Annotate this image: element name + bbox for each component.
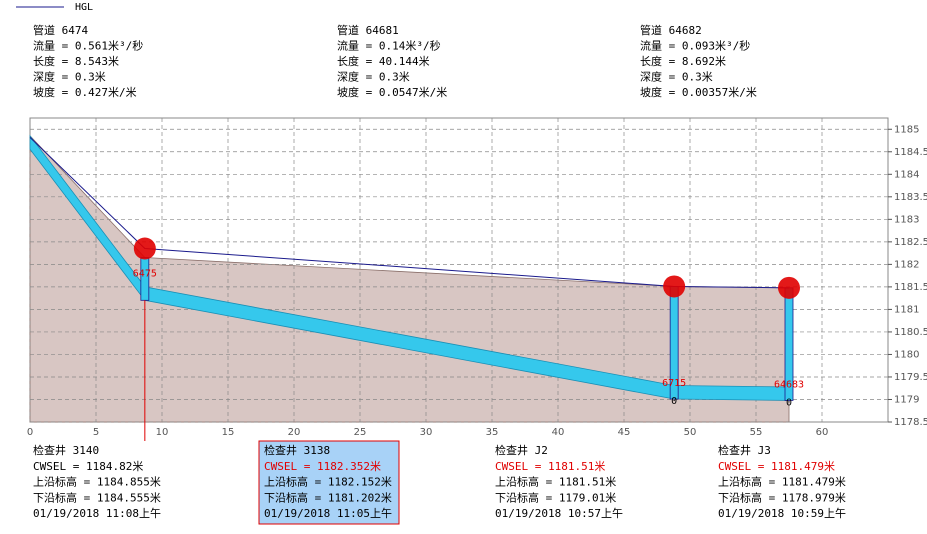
y-tick-label: 1178.5 [894,417,927,428]
node-sub-label: 0 [671,396,677,407]
node-info: 01/19/2018 11:05上午 [264,507,392,520]
node-info: CWSEL = 1184.82米 [33,460,143,473]
pipe-info: 坡度 = 0.427米/米 [33,85,137,99]
x-tick-label: 20 [288,427,301,438]
node-info: 检查井 J3 [718,443,771,457]
x-tick-label: 45 [618,427,631,438]
pipe-info: 管道 64681 [337,23,399,37]
y-tick-label: 1185 [894,124,919,135]
node-info: 下沿标高 = 1179.01米 [495,490,616,504]
y-tick-label: 1184 [894,169,919,180]
x-tick-label: 5 [93,427,99,438]
node-info: 上沿标高 = 1184.855米 [33,475,161,489]
y-tick-label: 1183.5 [894,192,927,203]
y-tick-label: 1181 [894,304,919,315]
y-tick-label: 1180.5 [894,327,927,338]
pipe-info: 管道 64682 [640,23,702,37]
y-tick-label: 1183 [894,214,919,225]
node-info: 01/19/2018 10:57上午 [495,507,623,520]
node-info: CWSEL = 1182.352米 [264,460,381,473]
x-tick-label: 25 [354,427,367,438]
node-info: 检查井 3140 [33,443,99,457]
node-info: 检查井 J2 [495,443,548,457]
node-sub-label: 0 [786,397,792,408]
pipe-info: 坡度 = 0.00357米/米 [640,85,757,99]
y-tick-label: 1180 [894,349,919,360]
node-info: 上沿标高 = 1181.479米 [718,475,846,489]
pipe [673,385,790,401]
pipe-info: 深度 = 0.3米 [640,70,713,84]
hgl-marker [133,237,156,260]
node-info: 下沿标高 = 1184.555米 [33,490,161,504]
y-tick-label: 1182.5 [894,237,927,248]
y-tick-label: 1179 [894,394,919,405]
y-tick-label: 1182 [894,259,919,270]
x-tick-label: 0 [27,427,33,438]
pipe-info: 管道 6474 [33,23,88,37]
node-info: 下沿标高 = 1178.979米 [718,490,846,504]
pipe-info: 长度 = 40.144米 [337,54,430,68]
node-info: 01/19/2018 11:08上午 [33,507,161,520]
pipe-info: 坡度 = 0.0547米/米 [337,85,447,99]
node-info: 下沿标高 = 1181.202米 [264,490,392,504]
x-tick-label: 40 [552,427,565,438]
pipe-info: 深度 = 0.3米 [337,70,410,84]
node-info: 上沿标高 = 1182.152米 [264,475,392,489]
x-tick-label: 50 [684,427,697,438]
pipe-info: 长度 = 8.692米 [640,54,726,68]
node-info: 检查井 3138 [264,443,330,457]
y-tick-label: 1184.5 [894,147,927,158]
pipe-info: 流量 = 0.561米³/秒 [33,39,143,53]
x-tick-label: 55 [750,427,763,438]
pipe-info: 流量 = 0.093米³/秒 [640,39,750,53]
node-label: 64683 [774,379,804,390]
selected-box [258,440,400,525]
x-tick-label: 60 [816,427,829,438]
hgl-line [29,137,790,289]
hgl-marker [778,276,800,299]
hgl-marker [663,275,686,298]
y-tick-label: 1181.5 [894,282,927,293]
pipe-info: 流量 = 0.14米³/秒 [337,39,441,53]
node-info: CWSEL = 1181.51米 [495,460,605,473]
node-info: CWSEL = 1181.479米 [718,460,835,473]
node-info: 上沿标高 = 1181.51米 [495,475,616,489]
x-tick-label: 10 [156,427,169,438]
x-tick-label: 30 [420,427,433,438]
x-tick-label: 15 [222,427,235,438]
node-label: 6715 [662,378,686,389]
legend-label: HGL [75,2,93,13]
y-tick-label: 1179.5 [894,372,927,383]
pipe-info: 长度 = 8.543米 [33,54,119,68]
node-info: 01/19/2018 10:59上午 [718,507,846,520]
x-tick-label: 35 [486,427,499,438]
node-label: 6475 [133,269,157,280]
pipe-info: 深度 = 0.3米 [33,70,106,84]
